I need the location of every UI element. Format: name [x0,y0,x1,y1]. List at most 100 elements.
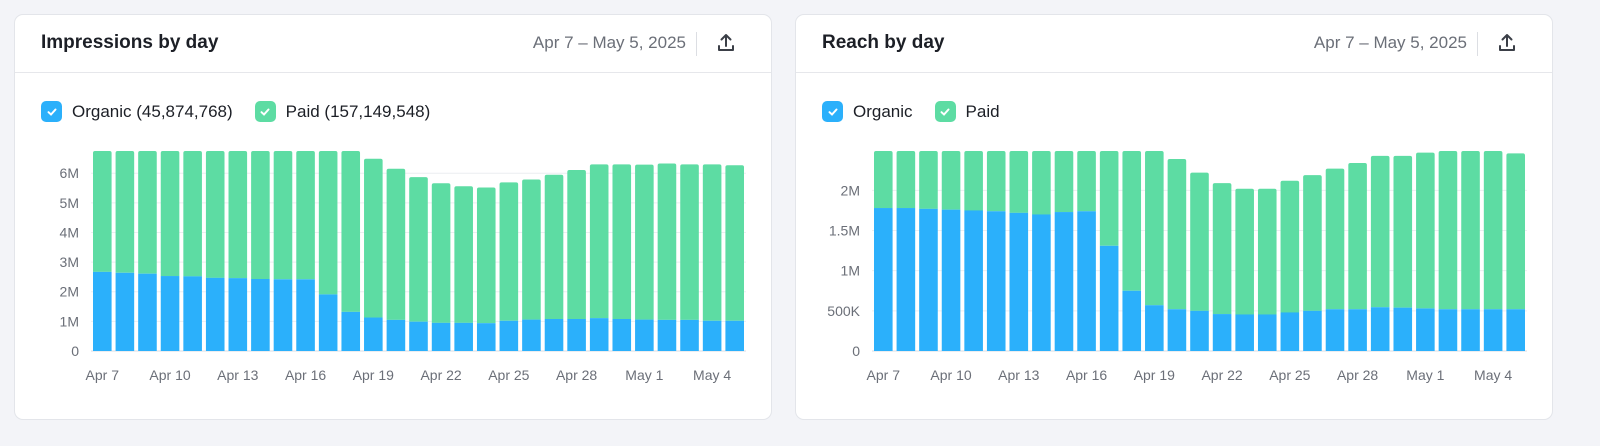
x-tick-label: Apr 22 [420,367,461,383]
bar-organic [635,319,654,351]
bar-paid [1212,183,1232,315]
bar-organic [896,208,916,351]
bar-organic [341,311,361,351]
bar-paid [612,164,632,319]
y-tick-label: 3M [60,254,79,270]
upload-icon[interactable] [715,32,737,54]
impressions-chart: 0 1M 2M 3M 4M 5M 6M Apr 7 Apr 10 Apr 13 Apr 16 Apr … [60,151,746,383]
reach-chart: 0 500K 1M 1.5M 2M Apr 7 Apr 10 Apr 13 Apr 16 Apr … [827,151,1527,383]
bar-paid [1280,180,1300,313]
bar-paid [1506,153,1525,310]
card-title: Reach by day [822,32,945,53]
x-tick-label: Apr 19 [1134,367,1175,383]
bar-organic [1032,214,1051,351]
bar-paid [725,165,744,321]
bar-paid [138,151,157,274]
bar-organic [1167,309,1187,351]
bar-organic [567,319,586,351]
bar-organic [183,276,202,351]
bar-organic [1054,212,1074,351]
bar-paid [567,169,586,319]
x-tick-label: Apr 16 [1066,367,1107,383]
bar-organic [1393,307,1413,351]
legend: Organic (45,874,768) Paid (157,149,548) [41,101,430,122]
bar-organic [986,211,1006,351]
legend-organic[interactable]: Organic [822,101,913,122]
bar-paid [1145,151,1164,306]
upload-icon[interactable] [1496,32,1518,54]
bar-paid [1370,155,1390,308]
bar-paid [1257,188,1277,315]
bar-organic [1257,314,1277,351]
bar-paid [1122,151,1142,291]
bar-paid [318,151,338,295]
y-tick-label: 2M [60,284,79,300]
bar-organic [874,208,893,351]
bar-organic [431,322,451,351]
bar-organic [1370,307,1390,351]
bar-organic [1122,290,1142,351]
bar-organic [205,277,225,351]
bar-organic [1235,314,1254,351]
bar-organic [386,319,406,351]
bar-organic [1461,309,1480,351]
bar-paid [919,151,938,209]
card-header: Reach by day Apr 7 – May 5, 2025 [796,15,1552,73]
bar-organic [919,208,938,351]
y-tick-label: 1M [841,263,860,279]
date-range[interactable]: Apr 7 – May 5, 2025 [1313,33,1467,52]
legend-label: Paid (157,149,548) [285,101,431,121]
bar-paid [544,174,564,319]
legend-organic[interactable]: Organic (45,874,768) [41,101,233,122]
checkbox-checked-icon[interactable] [41,101,62,122]
checkbox-checked-icon[interactable] [934,101,956,122]
bar-organic [93,271,112,351]
bar-paid [115,151,135,273]
date-range[interactable]: Apr 7 – May 5, 2025 [532,33,686,52]
bar-paid [364,158,383,318]
bar-organic [1303,310,1322,351]
bar-paid [228,151,248,279]
bar-organic [964,210,983,351]
legend-label: Organic [853,101,913,121]
bar-paid [1438,151,1458,310]
bar-paid [1461,151,1480,310]
y-tick-label: 2M [841,182,860,198]
bar-paid [941,151,961,210]
bar-organic [476,323,496,351]
y-tick-label: 500K [827,303,860,319]
bar-paid [1393,155,1413,308]
x-tick-label: Apr 10 [930,367,971,383]
x-tick-label: Apr 13 [998,367,1039,383]
bar-organic [138,273,157,351]
y-tick-label: 5M [60,195,79,211]
y-tick-label: 0 [852,343,860,359]
bar-paid [589,164,609,319]
bar-paid [986,151,1006,212]
y-tick-label: 1.5M [829,223,860,239]
bar-organic [1280,312,1300,351]
bar-paid [1190,172,1209,311]
checkbox-checked-icon[interactable] [254,101,276,122]
bar-organic [409,321,428,351]
card-title: Impressions by day [41,32,219,53]
bar-organic [499,320,519,351]
x-tick-label: Apr 7 [867,367,901,383]
x-tick-label: Apr 28 [1337,367,1378,383]
legend-paid[interactable]: Paid [934,101,1000,122]
legend-paid[interactable]: Paid (157,149,548) [254,101,431,122]
y-tick-label: 1M [60,313,79,329]
bar-paid [160,151,180,277]
bar-organic [1145,305,1164,351]
bar-organic [702,320,722,351]
bar-paid [409,177,428,322]
bar-paid [1303,175,1322,311]
bar-organic [1212,314,1232,351]
bar-paid [93,151,112,272]
bar-paid [476,187,496,324]
checkbox-checked-icon[interactable] [822,101,843,122]
bar-organic [1190,310,1209,351]
bar-organic [273,279,293,351]
x-tick-label: May 4 [1474,367,1512,383]
x-tick-label: Apr 25 [488,367,529,383]
